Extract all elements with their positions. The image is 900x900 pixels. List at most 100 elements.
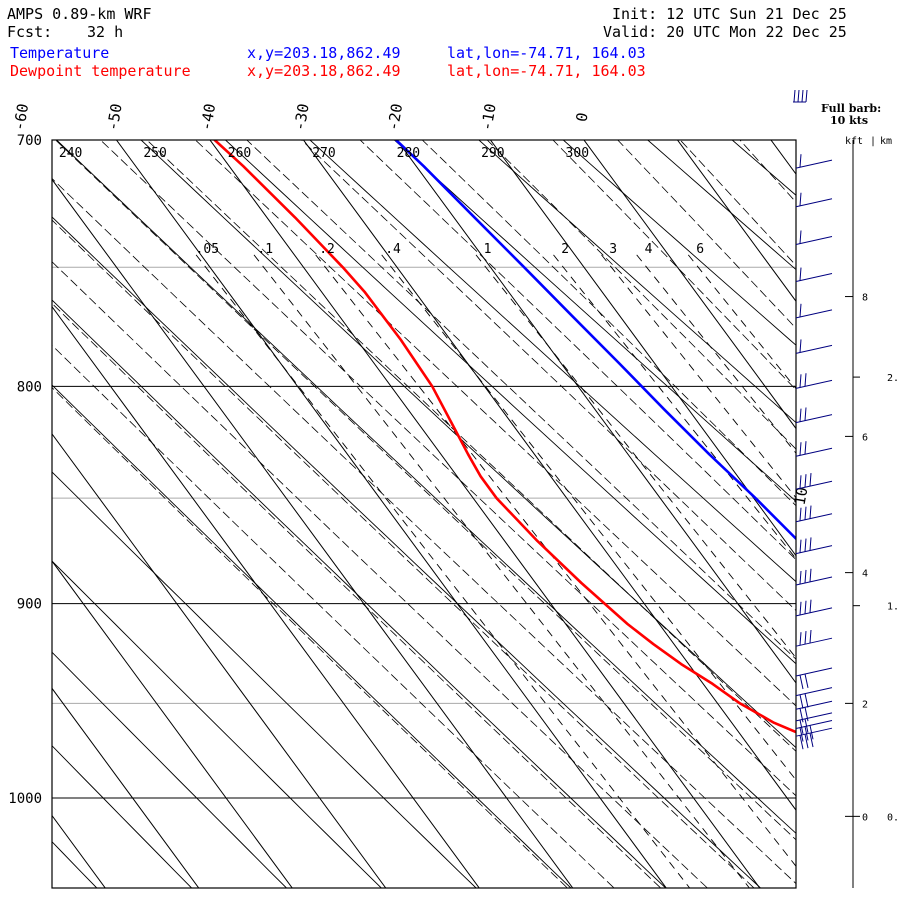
dry-adiabat — [55, 140, 796, 834]
forecast-hours: 32 h — [87, 23, 124, 41]
dry-adiabat — [52, 651, 288, 888]
pressure-tick-label: 800 — [17, 379, 42, 395]
wind-barb — [795, 700, 833, 723]
mixing-ratio-line — [195, 254, 691, 888]
kft-tick-label: 6 — [862, 432, 868, 443]
moist-adiabat — [55, 140, 796, 841]
wind-barb — [795, 687, 833, 709]
moist-adiabat — [246, 140, 796, 660]
temperature-latlon: lat,lon=-74.71, 164.03 — [447, 44, 646, 62]
km-axis-label: km — [880, 136, 892, 147]
dry-adiabat — [52, 471, 477, 888]
kft-tick-label: 0 — [862, 812, 868, 823]
dewpoint-xy: x,y=203.18,862.49 — [247, 62, 401, 80]
moist-adiabat — [486, 140, 796, 450]
wind-barb — [795, 667, 833, 690]
km-tick-label: 0. — [887, 812, 899, 823]
pressure-tick-label: 900 — [17, 597, 42, 613]
dry-adiabat-label: 240 — [59, 146, 82, 161]
mixing-ratio-label: 3 — [609, 242, 617, 257]
wind-barb — [795, 339, 833, 354]
wind-barb — [795, 568, 833, 586]
mixing-ratio-label: 6 — [696, 242, 704, 257]
mixing-ratio-label: 2 — [561, 242, 569, 257]
moist-adiabat — [52, 302, 662, 888]
mixing-ratio-line — [601, 254, 796, 499]
isotherm-top-label: -50 — [103, 102, 125, 132]
isotherm-line — [770, 140, 796, 175]
wind-barb — [795, 303, 833, 319]
temperature-profile — [394, 140, 796, 541]
isotherm-line — [858, 3, 900, 900]
isotherm-line — [583, 140, 796, 430]
mixing-ratio-label: .4 — [385, 242, 401, 257]
dry-adiabat-label: 270 — [312, 146, 335, 161]
dry-adiabat — [52, 216, 762, 888]
forecast-label: Fcst: — [7, 23, 53, 41]
isotherm-line — [396, 140, 796, 684]
kft-tick-label: 2 — [862, 699, 868, 710]
wind-barb — [795, 230, 833, 246]
dry-adiabat — [478, 140, 796, 424]
init-time: Init: 12 UTC Sun 21 Dec 25 — [612, 5, 847, 23]
mixing-ratio-label: 1 — [484, 242, 492, 257]
isotherm-top-label: -30 — [290, 102, 312, 132]
kft-tick-label: 8 — [862, 293, 868, 304]
valid-time: Valid: 20 UTC Mon 22 Dec 25 — [603, 23, 847, 41]
moist-adiabat — [300, 140, 796, 612]
wind-barb — [795, 727, 833, 750]
moist-adiabat — [52, 177, 796, 885]
isotherm-line — [52, 560, 293, 888]
isotherm-top-label: -10 — [477, 102, 499, 132]
isotherm-side-label: 10 — [791, 486, 812, 507]
legend-barb — [793, 89, 808, 103]
isotherm-line — [52, 305, 480, 888]
temperature-xy: x,y=203.18,862.49 — [247, 44, 401, 62]
isotherm-line — [52, 433, 387, 888]
barb-legend-line1: Full barb: — [821, 102, 881, 115]
km-tick-label: 1. — [887, 602, 899, 613]
dry-adiabat — [309, 140, 796, 583]
dewpoint-profile — [213, 140, 796, 734]
dry-adiabat — [740, 3, 900, 900]
moist-adiabat — [52, 387, 568, 888]
model-title: AMPS 0.89-km WRF — [7, 5, 152, 23]
dry-adiabat — [52, 560, 382, 888]
km-tick-label: 2. — [887, 373, 899, 384]
height-axis-separator: | — [870, 136, 876, 147]
moist-adiabat — [99, 140, 796, 797]
dry-adiabat-label: 250 — [143, 146, 166, 161]
isotherm-line — [489, 140, 796, 557]
mixing-ratio-line — [475, 254, 796, 659]
dewpoint-legend-label: Dewpoint temperature — [10, 62, 191, 80]
wind-barb — [795, 373, 833, 389]
mixing-ratio-label: .1 — [257, 242, 273, 257]
mixing-ratio-line — [687, 254, 796, 390]
dry-adiabat — [658, 3, 900, 900]
isotherm-line — [209, 140, 761, 888]
dry-adiabat-label: 280 — [397, 146, 420, 161]
mixing-ratio-label: 4 — [645, 242, 653, 257]
barb-legend-line2: 10 kts — [830, 114, 868, 127]
mixing-ratio-line — [636, 254, 796, 454]
wind-barb — [795, 441, 833, 457]
dry-adiabat — [140, 140, 796, 749]
moist-adiabat — [359, 140, 796, 561]
moist-adiabat — [52, 219, 755, 888]
wind-barb — [795, 192, 833, 208]
dry-adiabat — [647, 140, 796, 271]
wind-barb — [795, 267, 833, 283]
wind-barb — [795, 407, 833, 424]
dry-adiabat-label: 260 — [228, 146, 251, 161]
dry-adiabat — [562, 140, 796, 346]
isotherm-line — [302, 140, 796, 811]
moist-adiabat — [146, 140, 796, 752]
temperature-legend-label: Temperature — [10, 44, 110, 62]
mixing-ratio-label: .05 — [196, 242, 219, 257]
plot-frame — [51, 139, 797, 889]
dewpoint-latlon: lat,lon=-74.71, 164.03 — [447, 62, 646, 80]
kft-tick-label: 4 — [862, 569, 868, 580]
isotherm-line — [52, 687, 200, 888]
wind-barb — [795, 537, 833, 555]
